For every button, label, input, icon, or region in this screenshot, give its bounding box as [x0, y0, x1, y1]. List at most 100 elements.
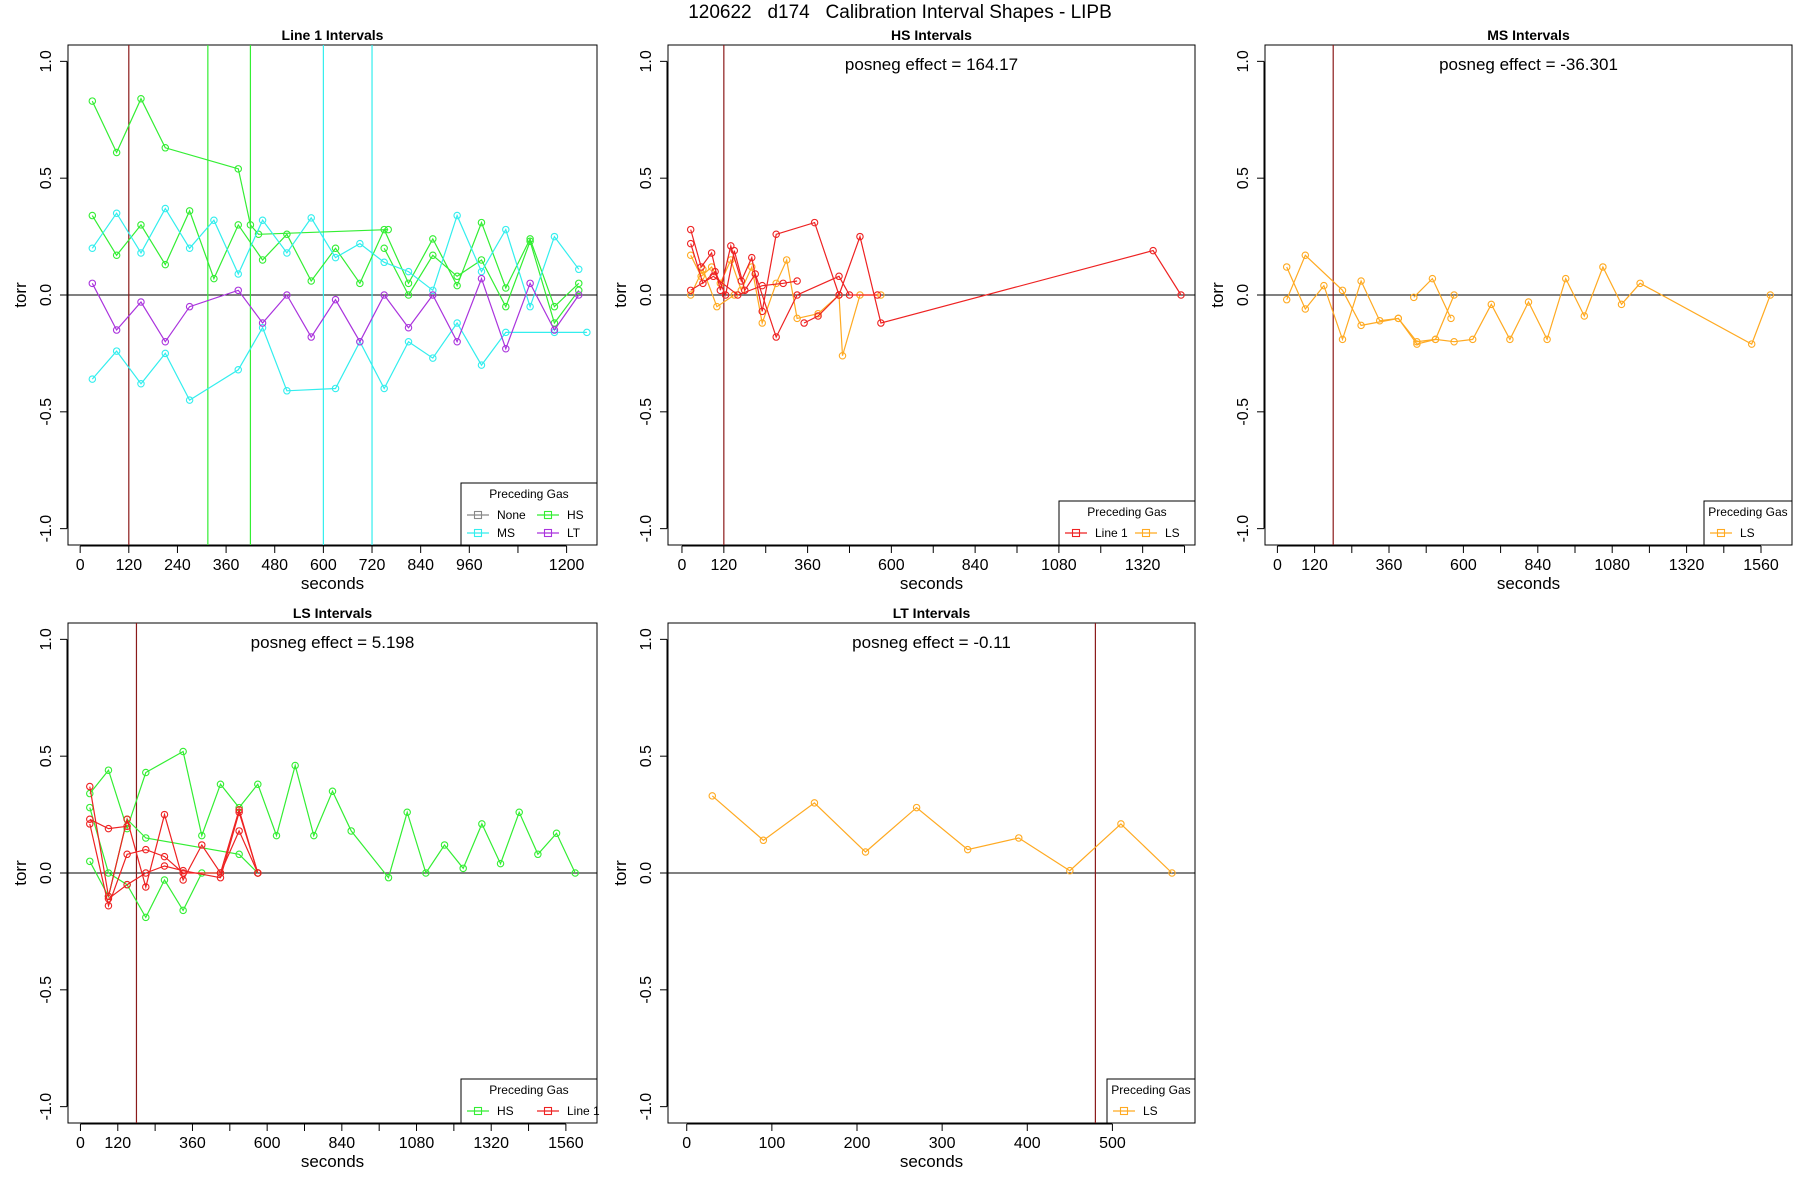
series-line-ms [91, 207, 580, 309]
x-tick-label: 360 [213, 557, 240, 574]
x-tick-label: 360 [179, 1135, 206, 1152]
data-point [234, 366, 243, 374]
data-point [478, 820, 486, 828]
y-tick-label: 0.0 [38, 284, 55, 306]
data-point [1447, 314, 1455, 323]
data-point [161, 337, 170, 346]
data-point [453, 337, 461, 346]
x-axis-label: seconds [301, 1152, 364, 1171]
data-point [1168, 869, 1176, 877]
data-point [142, 845, 150, 854]
x-tick-label: 1320 [473, 1135, 509, 1152]
x-tick-label: 840 [962, 557, 989, 574]
data-point [1543, 335, 1551, 344]
posneg-label: posneg effect = 5.198 [251, 633, 415, 652]
data-point [734, 291, 742, 299]
data-point [502, 302, 510, 311]
y-tick-label: -1.0 [638, 515, 655, 543]
data-point [810, 218, 819, 227]
data-point [515, 808, 523, 817]
data-point [283, 291, 291, 299]
x-tick-label: 1320 [1669, 557, 1705, 574]
series-line-ls [690, 267, 735, 308]
data-point [709, 272, 718, 281]
legend-swatch-marker [473, 1106, 483, 1116]
y-tick-label: 1.0 [38, 50, 55, 72]
data-point [198, 831, 206, 840]
y-tick-label: 0.0 [1235, 284, 1252, 306]
data-point [526, 237, 534, 246]
series-line-line-1 [89, 786, 259, 897]
legend-entry-label: LS [1143, 1104, 1158, 1118]
data-point [453, 281, 461, 290]
data-point [440, 841, 449, 849]
data-point [216, 873, 225, 882]
panel-title: LS Intervals [293, 605, 373, 621]
panel-title: HS Intervals [891, 27, 972, 43]
y-tick-label: -1.0 [638, 1093, 655, 1121]
data-point [356, 239, 364, 248]
legend-box [460, 1078, 598, 1124]
data-point [123, 880, 131, 889]
legend-swatch-marker [543, 528, 553, 538]
y-axis-label: torr [1208, 282, 1227, 308]
data-point [707, 249, 716, 257]
data-point [1450, 291, 1458, 299]
data-point [185, 207, 194, 215]
data-point [459, 864, 467, 873]
data-point [477, 218, 486, 227]
posneg-label: posneg effect = 164.17 [845, 55, 1018, 74]
legend-box [1058, 500, 1196, 546]
legend-entry-label: None [497, 508, 526, 522]
data-point [210, 274, 218, 283]
data-point [526, 302, 534, 311]
x-tick-label: 500 [1099, 1135, 1126, 1152]
x-tick-label: 600 [1450, 557, 1477, 574]
panel-title: Line 1 Intervals [282, 27, 384, 43]
data-point [307, 333, 315, 341]
data-point [759, 836, 768, 845]
data-point [1617, 300, 1626, 309]
data-point [235, 850, 243, 859]
data-point [86, 857, 94, 866]
data-point [235, 827, 243, 835]
data-point [721, 291, 730, 299]
figure-title: 120622 d174 Calibration Interval Shapes … [688, 2, 1112, 23]
x-axis-label: seconds [1497, 574, 1560, 593]
data-point [730, 246, 739, 255]
data-point [429, 286, 437, 295]
data-point [86, 789, 94, 798]
data-point [1301, 305, 1310, 313]
x-tick-label: 0 [682, 1135, 691, 1152]
x-tick-label: 120 [710, 557, 737, 574]
x-tick-label: 840 [328, 1135, 355, 1152]
data-point [477, 256, 486, 264]
panel-4: LT Intervals posneg effect = -0.11 seconds… [611, 605, 1196, 1171]
data-point [1580, 312, 1589, 320]
x-tick-label: 600 [878, 557, 905, 574]
series-line-ls [1286, 254, 1455, 343]
data-point [686, 251, 695, 260]
panel-2: MS Intervals posneg effect = -36.301 secon… [1208, 27, 1793, 593]
y-tick-label: 1.0 [38, 628, 55, 650]
panel-1: HS Intervals posneg effect = 164.17 second… [611, 27, 1196, 593]
data-point [1450, 337, 1458, 346]
data-point [1117, 820, 1125, 828]
x-tick-label: 200 [844, 1135, 871, 1152]
data-point [185, 302, 194, 311]
data-point [258, 216, 267, 224]
data-point [104, 766, 113, 774]
data-point [88, 97, 97, 105]
data-point [258, 323, 267, 332]
data-point [380, 258, 388, 267]
data-point [380, 225, 388, 234]
legend-swatch-marker [543, 510, 553, 520]
data-point [161, 144, 170, 152]
legend-title: Preceding Gas [1111, 1083, 1190, 1097]
data-point [496, 859, 505, 868]
data-point [137, 94, 145, 103]
data-point [258, 256, 267, 264]
data-point [429, 291, 437, 299]
y-axis-label: torr [611, 282, 630, 308]
